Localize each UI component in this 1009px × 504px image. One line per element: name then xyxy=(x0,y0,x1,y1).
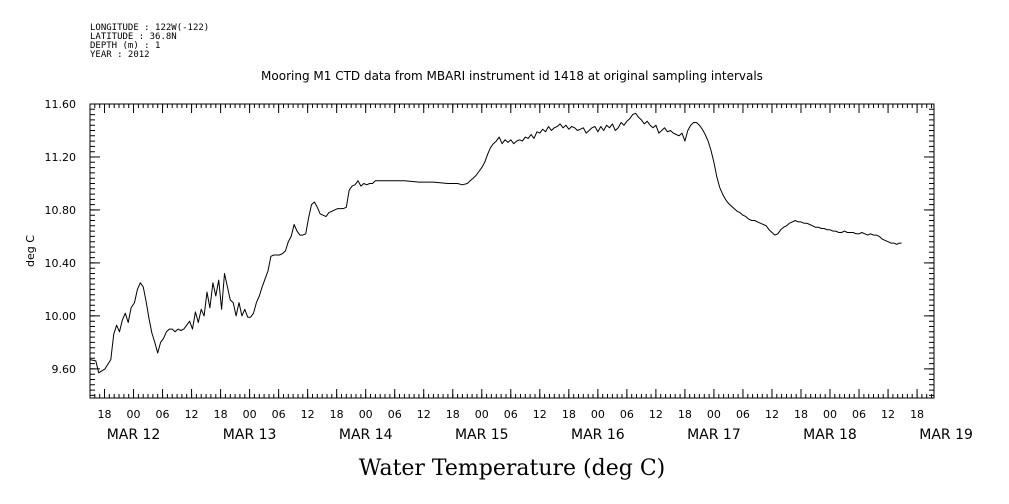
x-tick-label: 06 xyxy=(272,408,286,421)
x-tick-label: 12 xyxy=(765,408,779,421)
y-tick-label: 11.20 xyxy=(45,151,77,164)
x-tick-label: 00 xyxy=(475,408,489,421)
x-day-label: MAR 14 xyxy=(339,427,393,443)
plot-frame xyxy=(89,103,935,399)
x-tick-label: 18 xyxy=(214,408,228,421)
info-block: LONGITUDE : 122W(-122)LATITUDE : 36.8NDE… xyxy=(90,23,209,60)
x-tick-label: 00 xyxy=(823,408,837,421)
y-tick-label: 10.80 xyxy=(45,204,77,217)
y-tick-label: 11.60 xyxy=(45,98,77,111)
minor-ticks xyxy=(89,103,934,398)
x-tick-label: 18 xyxy=(446,408,460,421)
x-day-label: MAR 12 xyxy=(107,427,161,443)
info-line: DEPTH (m) : 1 xyxy=(90,41,160,51)
x-day-label: MAR 16 xyxy=(571,427,625,443)
x-tick-label: 12 xyxy=(185,408,199,421)
x-tick-label: 06 xyxy=(852,408,866,421)
x-tick-label: 06 xyxy=(736,408,750,421)
x-tick-label: 00 xyxy=(127,408,141,421)
y-tick-label: 10.00 xyxy=(45,310,77,323)
x-axis-label: Water Temperature (deg C) xyxy=(359,456,666,481)
x-day-label: MAR 18 xyxy=(803,427,857,443)
y-tick-label: 9.60 xyxy=(52,363,77,376)
x-tick-label: 12 xyxy=(881,408,895,421)
info-line: LATITUDE : 36.8N xyxy=(90,32,177,42)
x-tick-label: 12 xyxy=(301,408,315,421)
x-tick-label: 00 xyxy=(359,408,373,421)
x-tick-label: 06 xyxy=(388,408,402,421)
x-day-label: MAR 13 xyxy=(223,427,277,443)
x-tick-label: 06 xyxy=(156,408,170,421)
y-tick-label: 10.40 xyxy=(45,257,77,270)
x-tick-label: 18 xyxy=(794,408,808,421)
info-line: LONGITUDE : 122W(-122) xyxy=(90,23,209,33)
x-day-label: MAR 15 xyxy=(455,427,509,443)
x-tick-label: 12 xyxy=(533,408,547,421)
x-tick-label: 18 xyxy=(330,408,344,421)
chart-title: Mooring M1 CTD data from MBARI instrumen… xyxy=(261,69,763,83)
x-tick-label: 00 xyxy=(707,408,721,421)
x-tick-label: 18 xyxy=(678,408,692,421)
x-tick-label: 00 xyxy=(243,408,257,421)
series-layer xyxy=(89,112,902,374)
series-line-water-temperature xyxy=(89,112,902,374)
y-axis: 9.60 10.00 10.40 10.80 11.20 11.60 xyxy=(45,98,934,376)
x-tick-label: 06 xyxy=(620,408,634,421)
x-tick-label: 06 xyxy=(504,408,518,421)
info-line: YEAR : 2012 xyxy=(90,50,150,60)
x-axis: 18 00 06 12 18 00 06 12 18 00 06 12 18 00 06 12 18 00 06 12… xyxy=(98,104,973,443)
x-tick-label: 18 xyxy=(562,408,576,421)
x-day-label: MAR 19 xyxy=(919,427,973,443)
x-tick-label: 18 xyxy=(910,408,924,421)
y-axis-label: deg C xyxy=(24,235,37,267)
x-tick-label: 12 xyxy=(417,408,431,421)
x-tick-label: 18 xyxy=(98,408,112,421)
x-tick-label: 12 xyxy=(649,408,663,421)
x-day-label: MAR 17 xyxy=(687,427,741,443)
x-tick-label: 00 xyxy=(591,408,605,421)
minor-tick-marks xyxy=(89,103,934,398)
